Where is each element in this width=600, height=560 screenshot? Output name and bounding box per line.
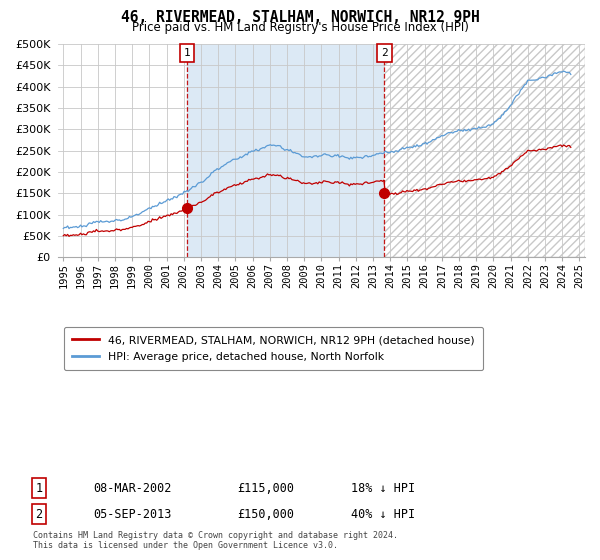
Text: 1: 1: [184, 48, 190, 58]
Bar: [187, 44, 385, 257]
Text: 08-MAR-2002: 08-MAR-2002: [93, 482, 172, 495]
Text: £150,000: £150,000: [237, 507, 294, 521]
Bar: [385, 44, 584, 257]
Bar: [385, 44, 584, 257]
Text: Price paid vs. HM Land Registry's House Price Index (HPI): Price paid vs. HM Land Registry's House …: [131, 21, 469, 34]
Text: 05-SEP-2013: 05-SEP-2013: [93, 507, 172, 521]
Text: 2: 2: [35, 507, 43, 521]
Text: 18% ↓ HPI: 18% ↓ HPI: [351, 482, 415, 495]
Legend: 46, RIVERMEAD, STALHAM, NORWICH, NR12 9PH (detached house), HPI: Average price, : 46, RIVERMEAD, STALHAM, NORWICH, NR12 9P…: [64, 326, 483, 370]
Text: £115,000: £115,000: [237, 482, 294, 495]
Text: 1: 1: [35, 482, 43, 495]
Text: Contains HM Land Registry data © Crown copyright and database right 2024.
This d: Contains HM Land Registry data © Crown c…: [33, 530, 398, 550]
Text: 46, RIVERMEAD, STALHAM, NORWICH, NR12 9PH: 46, RIVERMEAD, STALHAM, NORWICH, NR12 9P…: [121, 10, 479, 25]
Text: 2: 2: [381, 48, 388, 58]
Text: 40% ↓ HPI: 40% ↓ HPI: [351, 507, 415, 521]
